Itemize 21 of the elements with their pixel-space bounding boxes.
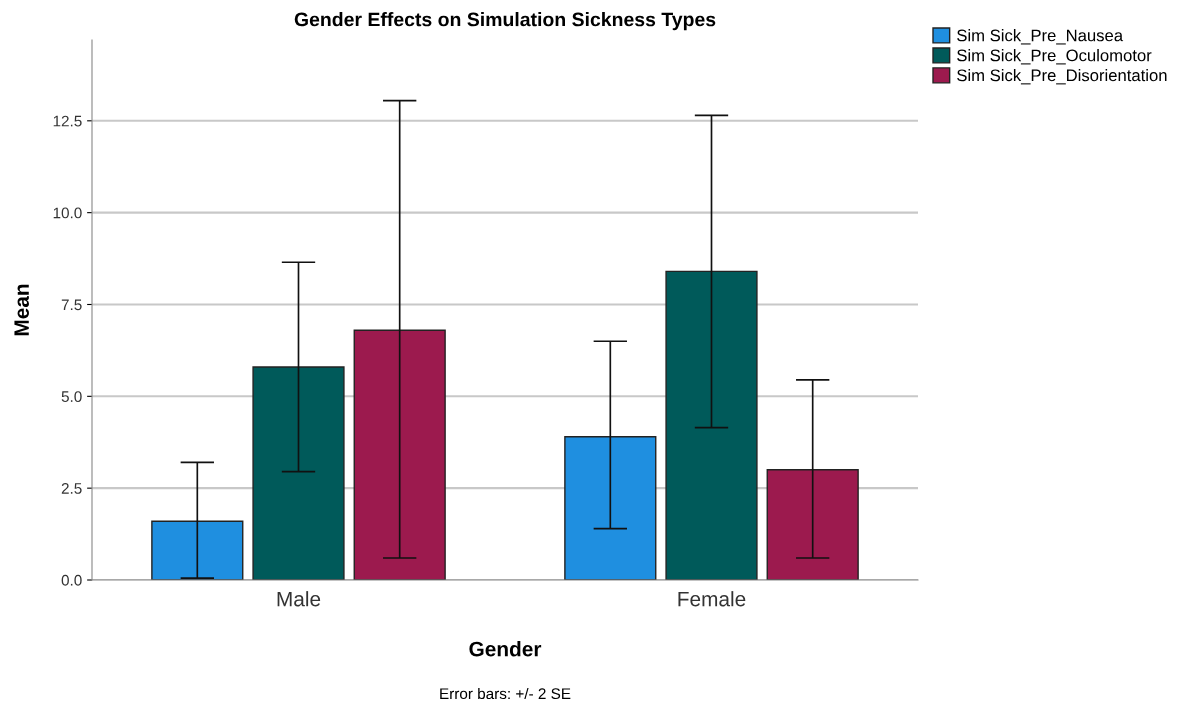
legend-label: Sim Sick_Pre_Oculomotor (957, 49, 1152, 65)
bar (665, 270, 758, 580)
y-tick-label: 2.5 (61, 483, 82, 494)
text: Error bars: +/- 2 SE (440, 687, 571, 700)
y-tick-label: 0.0 (61, 574, 82, 586)
bar (766, 469, 859, 580)
x-axis-title: Gender (469, 641, 542, 657)
bar (151, 520, 244, 580)
y-tick-label: 12.5 (53, 115, 82, 127)
y-tick-label: 5.0 (61, 391, 82, 403)
bar (252, 366, 345, 580)
y-axis-title: Mean (14, 284, 29, 336)
y-tick-label: 10.0 (53, 207, 82, 219)
legend-label: Sim Sick_Pre_Disorientation (957, 69, 1167, 85)
x-tick-label: Male (277, 591, 321, 607)
chart-title: Gender Effects on Simulation Sickness Types (294, 12, 716, 31)
x-tick-label: Female (678, 591, 746, 607)
y-tick-label: 7.5 (61, 299, 82, 311)
bar (353, 329, 446, 580)
bar (564, 436, 657, 580)
legend-label: Sim Sick_Pre_Nausea (957, 29, 1124, 45)
